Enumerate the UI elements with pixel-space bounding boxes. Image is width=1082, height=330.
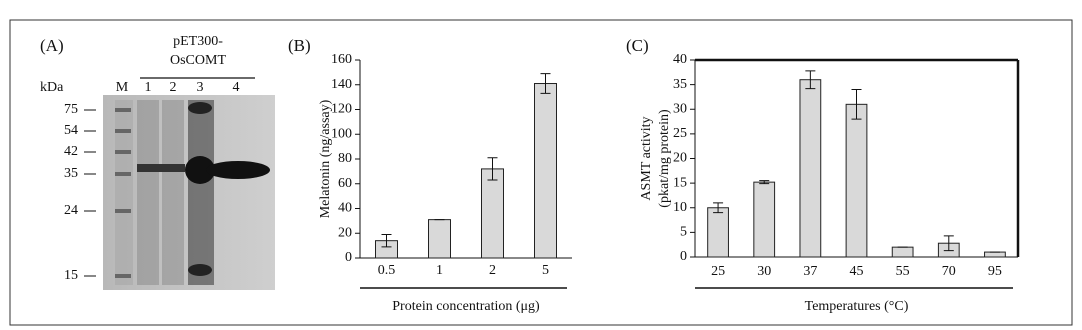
x-tick-label: 2	[489, 263, 496, 278]
y-tick-label: 120	[331, 102, 352, 117]
x-tick-label: 45	[850, 264, 864, 279]
lane-label: 3	[197, 80, 204, 95]
lane-smear	[188, 100, 214, 285]
y-axis-label: ASMT activity	[639, 116, 654, 200]
error-bar	[851, 89, 862, 120]
gel-band	[188, 102, 212, 114]
x-tick-label: 37	[803, 264, 817, 279]
lane-smear	[137, 100, 159, 285]
x-tick-label: 95	[988, 264, 1002, 279]
y-tick-label: 160	[331, 52, 352, 67]
x-tick-label: 55	[896, 264, 910, 279]
gel-panel	[103, 77, 275, 290]
construct-label: pET300-	[173, 34, 223, 49]
error-bar	[540, 73, 551, 94]
construct-label: OsCOMT	[170, 53, 226, 68]
lane-smear	[115, 100, 133, 285]
marker-band	[115, 129, 131, 133]
x-tick-label: 25	[711, 264, 725, 279]
x-tick-label: 0.5	[378, 263, 396, 278]
gel-band	[185, 156, 215, 184]
y-tick-label: 60	[338, 176, 352, 191]
bar	[481, 168, 504, 259]
lane-label: 4	[233, 80, 240, 95]
y-tick-label: 0	[345, 250, 352, 265]
lane-label: 1	[145, 80, 152, 95]
x-tick-label: 5	[542, 263, 549, 278]
bar	[984, 251, 1006, 258]
x-axis-label: Temperatures (°C)	[805, 299, 909, 314]
error-bar	[713, 202, 724, 214]
marker-band	[115, 150, 131, 154]
gel-band	[137, 164, 185, 172]
y-axis-label: Melatonin (ng/assay)	[318, 99, 333, 218]
error-bar	[381, 233, 392, 248]
y-tick-label: 40	[338, 201, 352, 216]
bar	[707, 207, 729, 258]
marker-band	[115, 172, 131, 176]
bar	[891, 246, 914, 258]
y-tick-label: 40	[673, 52, 687, 67]
x-axis-label: Protein concentration (μg)	[392, 299, 540, 314]
marker-band	[115, 108, 131, 112]
error-bar	[943, 235, 954, 252]
marker-band	[115, 209, 131, 213]
marker-label: 42	[64, 144, 78, 159]
kda-label: kDa	[40, 80, 64, 95]
y-axis-label: (pkat/mg protein)	[657, 109, 672, 208]
marker-label: 35	[64, 166, 78, 181]
marker-label: 54	[64, 123, 78, 138]
bar	[799, 79, 822, 258]
marker-label: 24	[64, 203, 78, 218]
y-tick-label: 140	[331, 77, 352, 92]
panel-label: (C)	[626, 36, 649, 55]
x-tick-label: 1	[436, 263, 443, 278]
bar	[753, 181, 776, 258]
lane-label: M	[116, 80, 129, 95]
bar	[845, 103, 868, 258]
y-tick-label: 100	[331, 126, 352, 141]
gel-band	[206, 161, 270, 179]
error-bar	[805, 70, 816, 90]
y-tick-label: 15	[673, 175, 687, 190]
y-tick-label: 35	[673, 77, 687, 92]
lane-label: 2	[170, 80, 177, 95]
y-tick-label: 0	[680, 249, 687, 264]
bar	[428, 219, 451, 259]
marker-label: 15	[64, 268, 78, 283]
y-tick-label: 80	[338, 151, 352, 166]
y-tick-label: 20	[338, 225, 352, 240]
x-tick-label: 70	[942, 264, 956, 279]
lane-smear	[162, 100, 184, 285]
marker-label: 75	[64, 102, 78, 117]
y-tick-label: 30	[673, 101, 687, 116]
y-tick-label: 20	[673, 151, 687, 166]
gel-band	[188, 264, 212, 276]
panel-label: (B)	[288, 36, 311, 55]
error-bar	[759, 180, 770, 185]
figure-border	[9, 19, 1073, 326]
y-tick-label: 10	[673, 200, 687, 215]
error-bar	[487, 157, 498, 181]
y-tick-label: 25	[673, 126, 687, 141]
x-tick-label: 30	[757, 264, 771, 279]
bar	[534, 83, 557, 259]
marker-band	[115, 274, 131, 278]
panel-label: (A)	[40, 36, 64, 55]
y-tick-label: 5	[680, 225, 687, 240]
